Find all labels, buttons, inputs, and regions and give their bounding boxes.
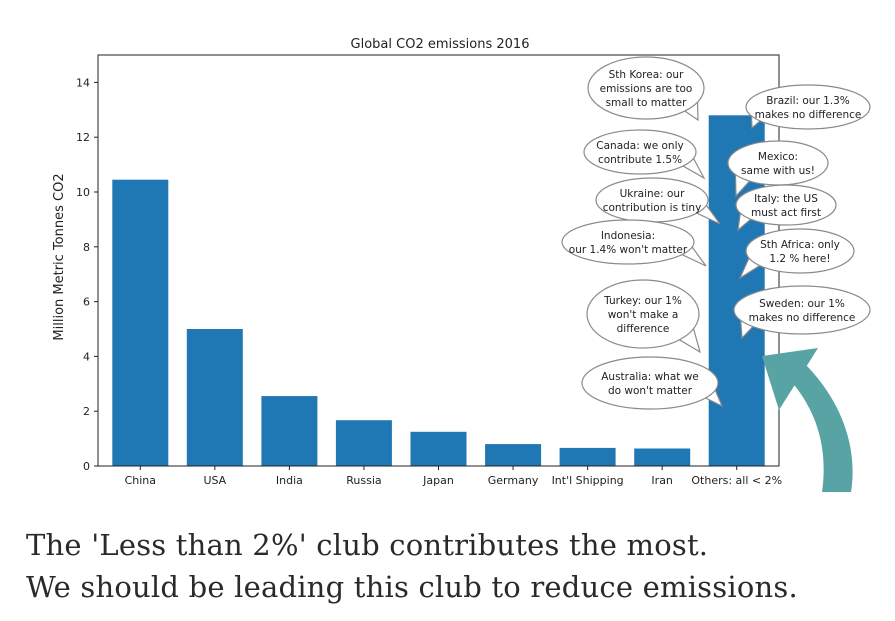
- x-tick-label: Japan: [422, 474, 454, 487]
- x-tick-label: China: [125, 474, 156, 487]
- bubble-text: Indonesia: our 1.4% won't matter: [569, 230, 688, 256]
- bubble-body: [581, 356, 719, 410]
- bubble-text: Canada: we only contribute 1.5%: [596, 140, 683, 166]
- bubble-seam: [693, 201, 704, 212]
- y-tick-label: 4: [83, 350, 90, 363]
- bar: [410, 431, 467, 467]
- caption-line-1: The 'Less than 2%' club contributes the …: [26, 528, 709, 562]
- bubble-text: Sweden: our 1% makes no difference: [749, 298, 856, 324]
- speech-bubble: Canada: we only contribute 1.5%: [583, 129, 706, 180]
- speech-bubble: Indonesia: our 1.4% won't matter: [561, 219, 707, 267]
- bubble-text: Italy: the US must act first: [751, 193, 821, 219]
- y-axis-ticks: 0 2 4 6 8 10 12 14: [76, 76, 98, 473]
- y-tick-label: 2: [83, 405, 90, 418]
- bubble-text: Sth Korea: our emissions are too small to …: [600, 69, 693, 109]
- curved-arrow-icon: [762, 348, 853, 492]
- bar: [186, 329, 243, 466]
- speech-bubble: Ukraine: our contribution is tiny: [595, 177, 721, 225]
- bar: [485, 444, 542, 466]
- bar: [261, 396, 318, 466]
- bubble-seam: [681, 95, 698, 110]
- chart-title: Global CO2 emissions 2016: [351, 37, 530, 52]
- bubble-body: [595, 177, 709, 223]
- bubble-seam: [678, 242, 689, 254]
- bubble-seam: [751, 108, 763, 120]
- bubble-text: Ukraine: our contribution is tiny: [603, 188, 702, 214]
- caption-line-2: We should be leading this club to reduce…: [26, 570, 798, 604]
- bubble-body: [727, 140, 829, 186]
- speech-bubble: Italy: the US must act first: [735, 184, 837, 232]
- bubble-text: Sth Africa: only 1.2 % here!: [760, 239, 840, 265]
- bubble-text: Turkey: our 1% won't make a difference: [603, 295, 682, 335]
- bubble-body: [561, 219, 695, 265]
- bubble-body: [586, 279, 700, 349]
- speech-bubble: Brazil: our 1.3% makes no difference: [745, 84, 871, 130]
- y-tick-label: 12: [76, 131, 90, 144]
- speech-bubble: Sweden: our 1% makes no difference: [733, 285, 871, 340]
- y-axis-label: Million Metric Tonnes CO2: [52, 173, 67, 340]
- bubble-text: Australia: what we do won't matter: [601, 371, 699, 397]
- speech-bubble: Sth Korea: our emissions are too small to …: [587, 56, 705, 122]
- x-axis-ticks: China USA India Russia Japan Germany Int'l Shi…: [125, 466, 782, 487]
- x-tick-label: Russia: [346, 474, 381, 487]
- y-tick-label: 8: [83, 241, 90, 254]
- bar: [112, 179, 169, 466]
- speech-bubble: Sth Africa: only 1.2 % here!: [738, 228, 855, 280]
- bubble-body: [745, 84, 871, 130]
- bubble-seam: [676, 323, 693, 338]
- bar-group: [112, 115, 765, 467]
- y-tick-label: 10: [76, 186, 90, 199]
- speech-bubble: Turkey: our 1% won't make a difference: [586, 279, 701, 354]
- x-tick-label: Int'l Shipping: [552, 474, 624, 487]
- bubble-seam: [750, 253, 763, 265]
- y-tick-label: 0: [83, 460, 90, 473]
- y-tick-label: 14: [76, 76, 90, 89]
- x-tick-label: India: [276, 474, 303, 487]
- bubble-text: Mexico: same with us!: [741, 151, 815, 177]
- bubble-seam: [735, 170, 752, 180]
- bubble-body: [587, 56, 705, 120]
- bar: [559, 447, 616, 466]
- x-tick-label: Others: all < 2%: [691, 474, 782, 487]
- x-tick-label: USA: [203, 474, 226, 487]
- annotation-bubbles: Sth Korea: our emissions are too small to …: [561, 56, 871, 410]
- bubble-body: [583, 129, 697, 175]
- co2-bar-chart: Global CO2 emissions 2016 Million Metric…: [52, 37, 871, 492]
- speech-bubble: Australia: what we do won't matter: [581, 356, 724, 410]
- bubble-body: [745, 228, 855, 274]
- y-tick-label: 6: [83, 296, 90, 309]
- x-tick-label: Iran: [651, 474, 673, 487]
- bar: [335, 420, 392, 466]
- bubble-text: Brazil: our 1.3% makes no difference: [755, 95, 862, 121]
- bubble-body: [735, 184, 837, 226]
- bubble-body: [733, 285, 871, 335]
- bar: [634, 448, 691, 466]
- x-tick-label: Germany: [488, 474, 539, 487]
